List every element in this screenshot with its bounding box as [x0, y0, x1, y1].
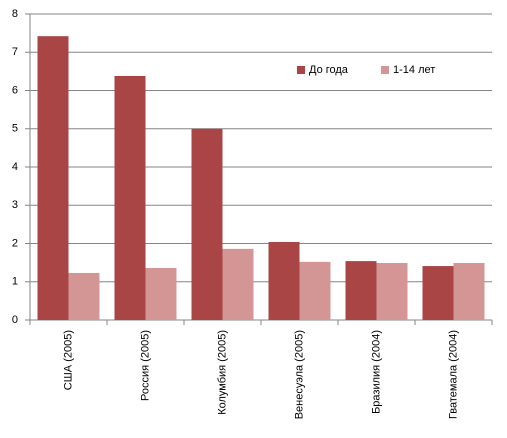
x-tick-label: Бразилия (2004): [370, 330, 382, 414]
x-tick-label: Колумбия (2005): [216, 330, 228, 415]
bar: [37, 36, 69, 321]
legend-swatch: [297, 66, 305, 74]
bar: [422, 266, 454, 320]
bar: [376, 263, 408, 320]
y-tick-label: 3: [12, 199, 18, 211]
bar: [268, 241, 300, 320]
y-tick-label: 8: [12, 8, 18, 20]
y-tick-label: 2: [12, 237, 18, 249]
bar: [68, 272, 100, 320]
legend-label: До года: [309, 64, 349, 76]
y-tick-label: 1: [12, 276, 18, 288]
bar: [345, 261, 377, 320]
x-tick-label: Россия (2005): [139, 330, 151, 401]
bar: [191, 128, 223, 320]
x-tick-label: США (2005): [62, 330, 74, 390]
x-tick-label: Гватемала (2004): [447, 330, 459, 419]
y-tick-label: 6: [12, 84, 18, 96]
bar: [222, 248, 254, 320]
y-tick-label: 0: [12, 314, 18, 326]
y-tick-label: 5: [12, 123, 18, 135]
bar: [299, 261, 331, 320]
bar: [114, 75, 146, 320]
y-tick-label: 4: [12, 161, 18, 173]
legend-label: 1-14 лет: [393, 64, 435, 76]
legend-swatch: [381, 66, 389, 74]
x-tick-label: Венесуэла (2005): [293, 330, 305, 419]
bar: [145, 267, 177, 320]
bar: [453, 263, 485, 320]
y-tick-label: 7: [12, 46, 18, 58]
